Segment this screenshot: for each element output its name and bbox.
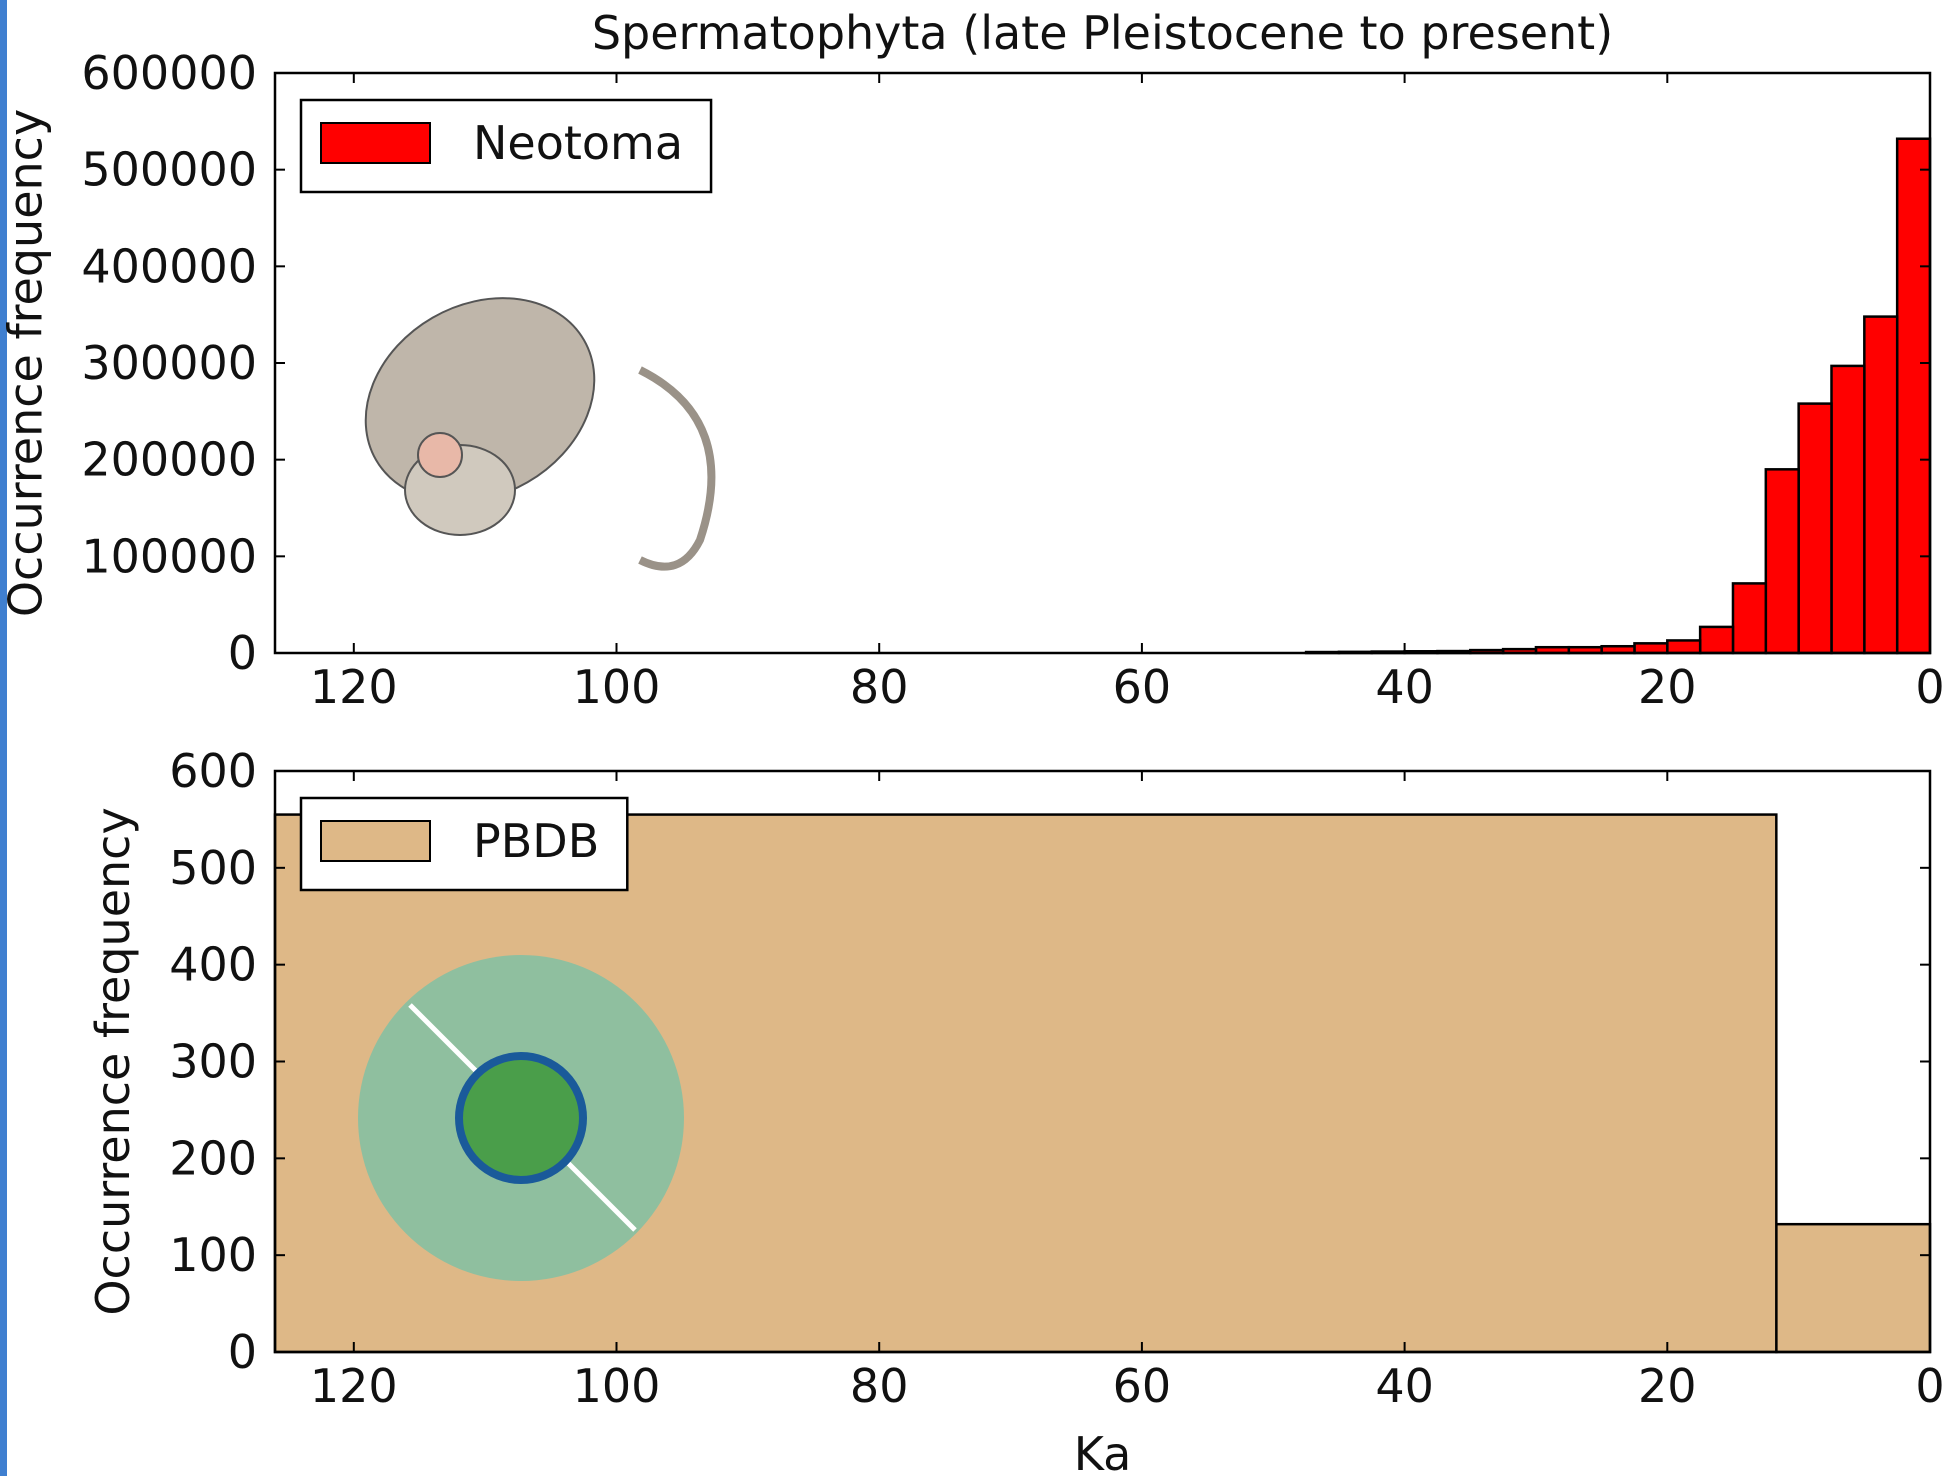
bar <box>1831 366 1864 653</box>
x-tick-label: 120 <box>310 1359 398 1413</box>
bar <box>1667 640 1700 653</box>
y-tick-label: 200000 <box>81 433 257 487</box>
bar <box>1733 583 1766 653</box>
x-tick-label: 60 <box>1113 660 1172 714</box>
y-tick-label: 400 <box>169 938 257 992</box>
x-tick-label: 0 <box>1915 1359 1944 1413</box>
x-tick-label: 20 <box>1638 660 1697 714</box>
y-axis-label: Occurrence frequency <box>86 807 140 1315</box>
bar <box>1700 627 1733 653</box>
legend: PBDB <box>301 798 627 890</box>
bar <box>1634 643 1667 653</box>
page: {"chart_data": [ {"type": "histogram", "… <box>0 0 1950 1476</box>
chart: 1201008060402000100000200000300000400000… <box>0 0 1950 1476</box>
y-tick-label: 300 <box>169 1035 257 1089</box>
legend: Neotoma <box>301 100 711 192</box>
y-tick-label: 600 <box>169 744 257 798</box>
y-tick-label: 600000 <box>81 46 257 100</box>
y-tick-label: 400000 <box>81 239 257 293</box>
chart-title: Spermatophyta (late Pleistocene to prese… <box>592 6 1613 60</box>
x-tick-label: 80 <box>850 1359 909 1413</box>
x-tick-label: 20 <box>1638 1359 1697 1413</box>
mouse-illustration <box>329 258 712 567</box>
x-tick-label: 80 <box>850 660 909 714</box>
y-tick-label: 100000 <box>81 529 257 583</box>
bar <box>1799 404 1832 653</box>
y-tick-label: 0 <box>228 626 257 680</box>
y-axis-label: Occurrence frequency <box>0 109 52 617</box>
y-tick-label: 300000 <box>81 336 257 390</box>
bar <box>1776 1224 1930 1352</box>
x-tick-label: 100 <box>573 1359 661 1413</box>
bar <box>1766 469 1799 653</box>
x-tick-label: 40 <box>1375 660 1434 714</box>
x-tick-label: 40 <box>1375 1359 1434 1413</box>
x-tick-label: 60 <box>1113 1359 1172 1413</box>
x-tick-label: 120 <box>310 660 398 714</box>
y-tick-label: 0 <box>228 1325 257 1379</box>
bar <box>1864 317 1897 653</box>
legend-swatch <box>321 123 430 163</box>
pbdb-logo <box>358 955 684 1281</box>
y-tick-label: 100 <box>169 1228 257 1282</box>
legend-label: Neotoma <box>473 116 683 170</box>
y-tick-label: 200 <box>169 1131 257 1185</box>
x-axis-label: Ka <box>1074 1427 1132 1476</box>
decorations <box>329 258 712 1281</box>
x-tick-label: 0 <box>1915 660 1944 714</box>
legend-label: PBDB <box>473 814 599 868</box>
bar <box>1897 139 1930 653</box>
y-tick-label: 500 <box>169 841 257 895</box>
x-tick-label: 100 <box>573 660 661 714</box>
body: 1201008060402000100000200000300000400000… <box>0 0 1950 1476</box>
y-tick-label: 500000 <box>81 143 257 197</box>
legend-swatch <box>321 821 430 861</box>
